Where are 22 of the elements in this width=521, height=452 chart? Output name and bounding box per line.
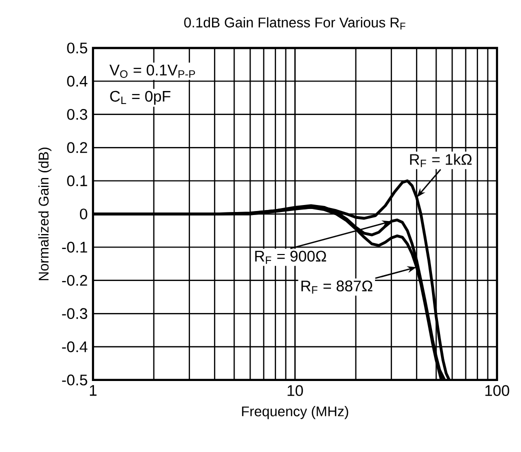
y-tick-label: 0.3 (67, 108, 88, 120)
y-tick-label: -0.4 (62, 341, 88, 352)
x-axis-title: Frequency (MHz) (242, 406, 348, 420)
y-tick-label: 0.5 (67, 42, 88, 54)
x-tick-label: 10 (288, 385, 303, 396)
text: R$_{F}$ = 887Ω (301, 280, 372, 294)
y-tick-label: 0.4 (67, 76, 88, 87)
annotation: V$_{O}$ = 0.1V$_{P-P}$ (109, 64, 195, 78)
text: R$_{F}$ = 900Ω (255, 250, 326, 264)
x-tick-label: 1 (90, 385, 97, 396)
y-tick-label: -0.1 (62, 242, 88, 253)
annotation: C$_{L}$ = 0pF (110, 90, 170, 105)
y-axis-title: Normalized Gain (dB) (38, 148, 52, 280)
y-tick-label: 0 (80, 208, 88, 220)
y-tick-label: -0.3 (62, 308, 88, 320)
series-label: R$_{F}$ = 1kΩ (410, 154, 472, 168)
y-tick-label: 0.2 (67, 142, 88, 154)
y-tick-label: -0.2 (62, 274, 88, 286)
y-tick-label: 0.1 (67, 175, 88, 186)
chart-title: 0.1dB Gain Flatness For Various R$_{F}$ (184, 17, 406, 30)
y-tick-label: -0.5 (62, 374, 88, 386)
x-tick-label: 100 (485, 385, 510, 396)
